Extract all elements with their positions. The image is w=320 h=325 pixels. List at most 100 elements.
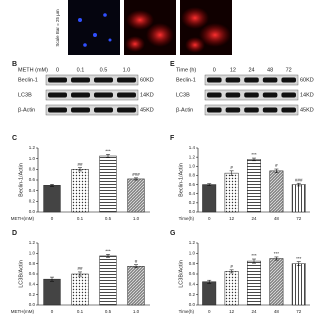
blot-band bbox=[244, 107, 259, 113]
y-tick-label: 0.2 bbox=[189, 292, 196, 297]
bar bbox=[202, 281, 217, 306]
lane-label: 12 bbox=[230, 67, 236, 73]
error-bar bbox=[106, 254, 110, 258]
x-axis-label: METH(mM) bbox=[11, 216, 35, 221]
y-tick-label: 0.6 bbox=[189, 182, 196, 187]
bar bbox=[127, 178, 145, 213]
significance: ### bbox=[295, 177, 303, 182]
bar bbox=[291, 184, 306, 213]
error-bar bbox=[229, 269, 234, 274]
significance: # bbox=[230, 264, 233, 269]
x-tick-label: 0 bbox=[51, 216, 54, 221]
bar bbox=[269, 258, 284, 306]
lane-label: 72 bbox=[286, 67, 292, 73]
x-tick-label: 0.1 bbox=[77, 309, 84, 314]
blot-band bbox=[225, 77, 241, 83]
y-tick-label: 1.0 bbox=[29, 251, 36, 256]
x-tick-label: 0.5 bbox=[105, 309, 112, 314]
y-tick-label: 0.8 bbox=[29, 167, 36, 172]
y-tick-label: 0.2 bbox=[29, 292, 36, 297]
y-axis-label: Beclin-1/Actin bbox=[18, 163, 24, 197]
x-tick-label: 0 bbox=[208, 216, 211, 221]
y-tick-label: 0.2 bbox=[189, 200, 196, 205]
x-tick-label: 24 bbox=[251, 216, 257, 221]
blot-strip bbox=[45, 104, 139, 116]
x-axis-label: METH(mM) bbox=[11, 309, 35, 314]
lane-label: 0.5 bbox=[100, 67, 108, 73]
blot-band bbox=[71, 77, 90, 83]
x-tick-label: 0 bbox=[51, 309, 54, 314]
x-tick-label: 0 bbox=[208, 309, 211, 314]
blot-band bbox=[207, 107, 222, 113]
blot-band bbox=[94, 77, 113, 83]
error-bar bbox=[296, 261, 301, 266]
x-axis-label: Time(h) bbox=[179, 216, 195, 221]
lane-label: 48 bbox=[267, 67, 273, 73]
y-tick-label: 0.4 bbox=[189, 191, 196, 196]
bar bbox=[247, 260, 261, 306]
lane-label: 0 bbox=[56, 67, 59, 73]
significance: ### bbox=[132, 172, 140, 177]
blot-treatment: Time (h) bbox=[176, 67, 196, 73]
y-tick-label: 0.0 bbox=[189, 209, 196, 214]
bar bbox=[43, 185, 61, 213]
scale-bar: Scale Bar = 25 μm bbox=[55, 9, 60, 46]
significance: ## bbox=[77, 266, 83, 271]
blot-treatment: METH (mM) bbox=[18, 67, 48, 73]
panel-label: C bbox=[12, 135, 17, 142]
blot-band bbox=[48, 107, 67, 113]
y-tick-label: 1.2 bbox=[189, 154, 196, 159]
x-tick-label: 12 bbox=[229, 309, 235, 314]
y-tick-label: 0.6 bbox=[29, 177, 36, 182]
x-tick-label: 1.0 bbox=[133, 309, 140, 314]
bar bbox=[71, 169, 89, 213]
size-label: 45KD bbox=[140, 107, 154, 113]
significance: ## bbox=[77, 162, 83, 167]
blot-band bbox=[48, 77, 67, 83]
bar bbox=[224, 271, 239, 306]
error-bar bbox=[134, 177, 138, 181]
y-tick-label: 0.4 bbox=[29, 188, 36, 193]
y-tick-label: 1.4 bbox=[189, 145, 196, 150]
significance: *** bbox=[274, 251, 280, 256]
error-bar bbox=[274, 256, 279, 261]
y-tick-label: 0.4 bbox=[189, 282, 196, 287]
y-tick-label: 0.0 bbox=[189, 302, 196, 307]
size-label: 60KD bbox=[300, 77, 314, 83]
micrographs: Scale Bar = 25 μm bbox=[55, 0, 232, 55]
x-tick-label: 12 bbox=[229, 216, 235, 221]
panel-label: G bbox=[170, 230, 176, 237]
blot-band bbox=[262, 107, 278, 113]
blot-band bbox=[262, 92, 278, 98]
y-tick-label: 0.0 bbox=[29, 209, 36, 214]
x-tick-label: 72 bbox=[296, 216, 302, 221]
significance: *** bbox=[105, 149, 111, 154]
error-bar bbox=[50, 276, 54, 282]
x-tick-label: 48 bbox=[274, 216, 280, 221]
blot-band bbox=[281, 77, 296, 83]
blot-band bbox=[48, 92, 67, 98]
protein-label: Beclin-1 bbox=[176, 77, 196, 83]
y-tick-label: 1.2 bbox=[189, 240, 196, 245]
x-tick-label: 24 bbox=[251, 309, 257, 314]
protein-label: LC3B bbox=[176, 92, 190, 98]
size-label: 45KD bbox=[300, 107, 314, 113]
blot-band bbox=[71, 107, 90, 113]
error-bar bbox=[50, 184, 54, 187]
protein-label: LC3B bbox=[18, 92, 32, 98]
error-bar bbox=[78, 167, 82, 172]
significance: *** bbox=[251, 253, 257, 258]
bar bbox=[99, 155, 117, 213]
error-bar bbox=[274, 168, 279, 173]
blot-band bbox=[244, 92, 259, 98]
bar bbox=[43, 278, 61, 306]
blot-band bbox=[117, 107, 136, 113]
x-axis-label: Time(h) bbox=[179, 309, 195, 314]
blot-band bbox=[94, 107, 113, 113]
blot-band bbox=[207, 92, 222, 98]
significance: # bbox=[230, 165, 233, 170]
x-tick-label: 0.5 bbox=[105, 216, 112, 221]
protein-label: β-Actin bbox=[18, 107, 35, 113]
panel-label: D bbox=[12, 230, 17, 237]
bar bbox=[247, 159, 261, 213]
